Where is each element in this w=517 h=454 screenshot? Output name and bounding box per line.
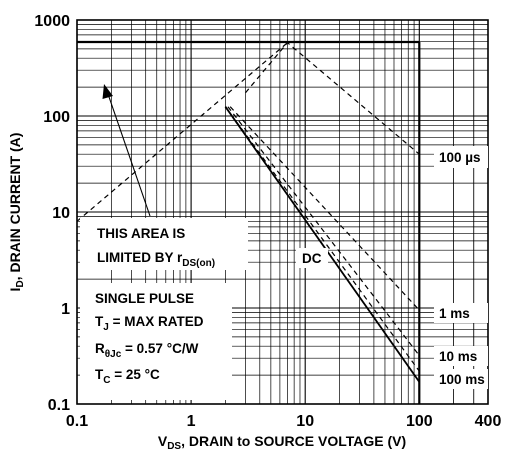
series-label-100ms: 100 ms (439, 372, 485, 387)
area-text-line2: LIMITED BY rDS(on) (97, 250, 215, 269)
arrow-head-icon (102, 84, 113, 99)
arrow-line (107, 93, 151, 217)
label-bg-100ms (434, 369, 488, 389)
series-line-100ms (224, 106, 420, 372)
series-label-dc: DC (302, 251, 322, 266)
series-line-dc (224, 106, 421, 383)
series-line-100us (245, 41, 420, 155)
x-tick-label: 10 (296, 413, 314, 430)
label-bg-10ms (434, 346, 488, 366)
conditions-line3: RθJc = 0.57 °C/W (95, 341, 199, 360)
rds-on-limit-line (76, 42, 288, 222)
label-bg-dc (296, 248, 328, 268)
label-bg-100us (434, 146, 488, 168)
series-label-10ms: 10 ms (439, 349, 477, 364)
y-tick-label: 100 (43, 109, 70, 126)
plot-frame (76, 19, 489, 405)
series-line-1ms (229, 106, 420, 311)
conditions-box-bg (80, 283, 232, 400)
x-tick-label: 0.1 (66, 413, 88, 430)
y-tick-label: 1 (61, 301, 70, 318)
label-bg-1ms (434, 303, 488, 323)
y-axis-label: ID, DRAIN CURRENT (A) (7, 133, 26, 292)
x-tick-label: 1 (187, 413, 196, 430)
series-label-100us: 100 µs (439, 150, 481, 165)
y-tick-label: 1000 (34, 13, 70, 30)
conditions-line1: SINGLE PULSE (95, 291, 194, 306)
tick-labels: 0.1 1 10 100 400 0.1 1 10 100 1000 (34, 13, 501, 430)
y-tick-label: 10 (52, 205, 70, 222)
x-tick-label: 400 (475, 413, 502, 430)
x-tick-label: 100 (406, 413, 433, 430)
conditions-line2: TJ = MAX RATED (95, 314, 204, 333)
y-tick-label: 0.1 (48, 397, 70, 414)
series-line-10ms (227, 106, 420, 356)
conditions-line4: TC = 25 °C (95, 367, 160, 386)
series-label-1ms: 1 ms (439, 306, 470, 321)
x-axis-label: VDS, DRAIN to SOURCE VOLTAGE (V) (158, 433, 406, 452)
area-box-bg (80, 218, 248, 270)
area-text-line1: THIS AREA IS (97, 226, 185, 241)
